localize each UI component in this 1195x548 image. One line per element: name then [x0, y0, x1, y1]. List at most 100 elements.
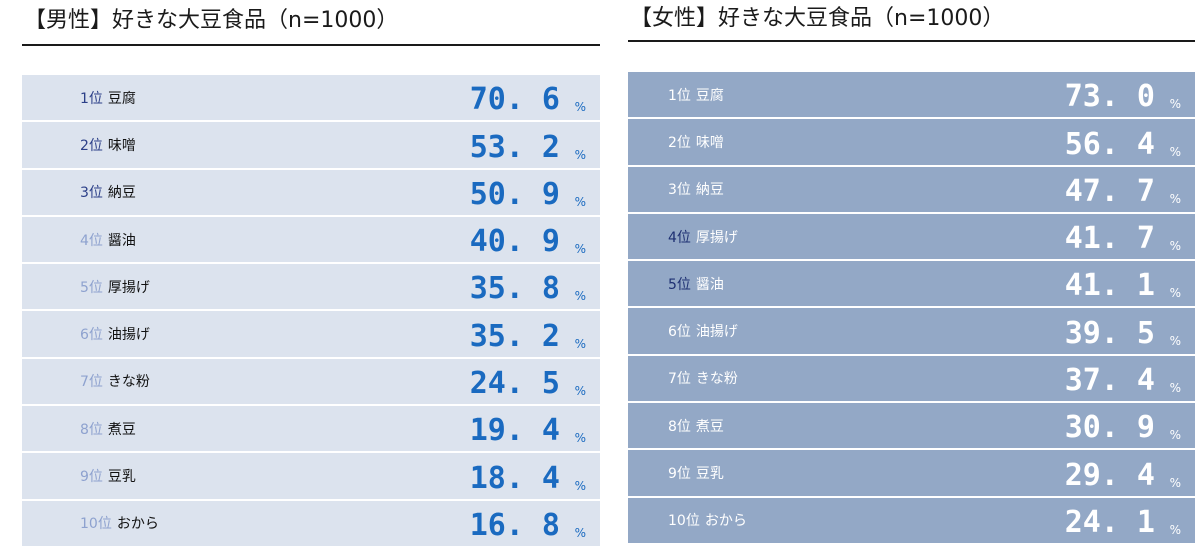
female-percentage-value: 29. 4	[1064, 457, 1155, 493]
female-ranking-row: 5位 醤油 41. 1%	[628, 261, 1195, 309]
female-percentage-value: 30. 9	[1064, 410, 1155, 446]
female-ranking-row: 7位 きな粉 37. 4%	[628, 355, 1195, 404]
female-food-name: 醤油	[695, 276, 724, 293]
male-food-name: 豆乳	[107, 469, 136, 486]
female-rank-label: 9位	[668, 466, 691, 483]
male-food-name: きな粉	[107, 374, 150, 391]
male-percentage-value: 18. 4	[469, 460, 560, 496]
male-percent-unit: %	[574, 525, 586, 540]
female-rank-label: 5位	[668, 276, 691, 293]
male-food-name: 油揚げ	[107, 327, 150, 344]
female-percentage-value: 41. 7	[1064, 221, 1155, 257]
male-percent-unit: %	[574, 431, 586, 446]
male-ranking-table: 1位 豆腐 70. 6% 2位 味噌 53. 2% 3位 納豆 50. 9% 4位 醤油 40. 9%…	[22, 75, 600, 548]
female-ranking-row: 1位 豆腐 73. 0%	[628, 72, 1195, 120]
male-rank-label: 10位	[80, 516, 112, 533]
female-percent-unit: %	[1169, 286, 1181, 301]
male-rank-label: 2位	[80, 137, 103, 154]
female-ranking-row: 9位 豆乳 29. 4%	[628, 450, 1195, 498]
female-ranking-row: 2位 味噌 56. 4%	[628, 119, 1195, 167]
female-ranking-row: 8位 煮豆 30. 9%	[628, 403, 1195, 451]
female-percent-unit: %	[1169, 428, 1181, 443]
female-ranking-row: 3位 納豆 47. 7%	[628, 166, 1195, 214]
female-rank-label: 7位	[668, 371, 691, 388]
male-percentage-value: 40. 9	[469, 224, 560, 260]
female-rank-label: 2位	[668, 134, 691, 151]
male-ranking-row: 4位 醤油 40. 9%	[22, 216, 600, 265]
male-ranking-row: 8位 煮豆 19. 4%	[22, 406, 600, 454]
male-food-name: 味噌	[107, 137, 136, 154]
male-rank-label: 4位	[80, 232, 103, 249]
male-food-name: 納豆	[107, 185, 136, 202]
female-food-name: 納豆	[695, 182, 724, 199]
female-food-name: おから	[704, 513, 747, 530]
male-percent-unit: %	[574, 384, 586, 399]
female-rank-label: 8位	[668, 418, 691, 435]
female-food-name: きな粉	[695, 371, 738, 388]
female-panel-title: 【女性】好きな大豆食品（n=1000）	[628, 0, 1195, 42]
male-percentage-value: 53. 2	[469, 129, 560, 165]
female-rank-label: 3位	[668, 182, 691, 199]
male-percentage-value: 35. 2	[469, 318, 560, 354]
female-percentage-value: 47. 7	[1064, 173, 1155, 209]
male-percentage-value: 50. 9	[469, 176, 560, 212]
female-percent-unit: %	[1169, 475, 1181, 490]
male-rank-label: 9位	[80, 469, 103, 486]
female-percentage-value: 56. 4	[1064, 126, 1155, 162]
male-percent-unit: %	[574, 289, 586, 304]
female-percent-unit: %	[1169, 333, 1181, 348]
male-ranking-row: 1位 豆腐 70. 6%	[22, 75, 600, 123]
male-food-name: 厚揚げ	[107, 279, 150, 296]
male-panel-title: 【男性】好きな大豆食品（n=1000）	[22, 0, 600, 46]
male-rank-label: 8位	[80, 421, 103, 438]
male-percentage-value: 35. 8	[469, 271, 560, 307]
female-ranking-panel: 【女性】好きな大豆食品（n=1000） 1位 豆腐 73. 0% 2位 味噌 56. 4%…	[628, 0, 1195, 545]
female-percentage-value: 39. 5	[1064, 315, 1155, 351]
female-ranking-row: 6位 油揚げ 39. 5%	[628, 308, 1195, 356]
male-ranking-row: 9位 豆乳 18. 4%	[22, 453, 600, 501]
female-ranking-table: 1位 豆腐 73. 0% 2位 味噌 56. 4% 3位 納豆 47. 7% 4位 厚揚げ 41. 7…	[628, 72, 1195, 545]
female-ranking-row: 4位 厚揚げ 41. 7%	[628, 213, 1195, 262]
male-percentage-value: 24. 5	[469, 366, 560, 402]
female-food-name: 煮豆	[695, 418, 724, 435]
male-percent-unit: %	[574, 242, 586, 257]
female-food-name: 味噌	[695, 134, 724, 151]
male-rank-label: 1位	[80, 90, 103, 107]
male-food-name: 豆腐	[107, 90, 136, 107]
female-percentage-value: 37. 4	[1064, 363, 1155, 399]
female-ranking-row: 10位 おから 24. 1%	[628, 497, 1195, 545]
female-percent-unit: %	[1169, 191, 1181, 206]
male-percentage-value: 19. 4	[469, 413, 560, 449]
female-rank-label: 4位	[668, 229, 691, 246]
male-rank-label: 7位	[80, 374, 103, 391]
female-food-name: 豆乳	[695, 466, 724, 483]
female-percentage-value: 24. 1	[1064, 504, 1155, 540]
male-food-name: おから	[116, 516, 159, 533]
male-ranking-row: 6位 油揚げ 35. 2%	[22, 311, 600, 359]
male-ranking-panel: 【男性】好きな大豆食品（n=1000） 1位 豆腐 70. 6% 2位 味噌 53. 2%…	[22, 0, 600, 548]
male-ranking-row: 3位 納豆 50. 9%	[22, 169, 600, 217]
male-rank-label: 3位	[80, 185, 103, 202]
female-percentage-value: 73. 0	[1064, 79, 1155, 115]
male-percentage-value: 70. 6	[469, 82, 560, 118]
male-percent-unit: %	[574, 478, 586, 493]
male-percentage-value: 16. 8	[469, 507, 560, 543]
female-rank-label: 6位	[668, 324, 691, 341]
male-ranking-row: 7位 きな粉 24. 5%	[22, 358, 600, 407]
male-ranking-row: 10位 おから 16. 8%	[22, 500, 600, 548]
male-ranking-row: 5位 厚揚げ 35. 8%	[22, 264, 600, 312]
male-percent-unit: %	[574, 147, 586, 162]
female-percent-unit: %	[1169, 381, 1181, 396]
female-food-name: 油揚げ	[695, 324, 738, 341]
female-food-name: 豆腐	[695, 87, 724, 104]
male-food-name: 煮豆	[107, 421, 136, 438]
female-food-name: 厚揚げ	[695, 229, 738, 246]
female-percent-unit: %	[1169, 97, 1181, 112]
female-percentage-value: 41. 1	[1064, 268, 1155, 304]
female-percent-unit: %	[1169, 239, 1181, 254]
female-percent-unit: %	[1169, 144, 1181, 159]
female-rank-label: 10位	[668, 513, 700, 530]
male-rank-label: 6位	[80, 327, 103, 344]
male-percent-unit: %	[574, 336, 586, 351]
male-food-name: 醤油	[107, 232, 136, 249]
